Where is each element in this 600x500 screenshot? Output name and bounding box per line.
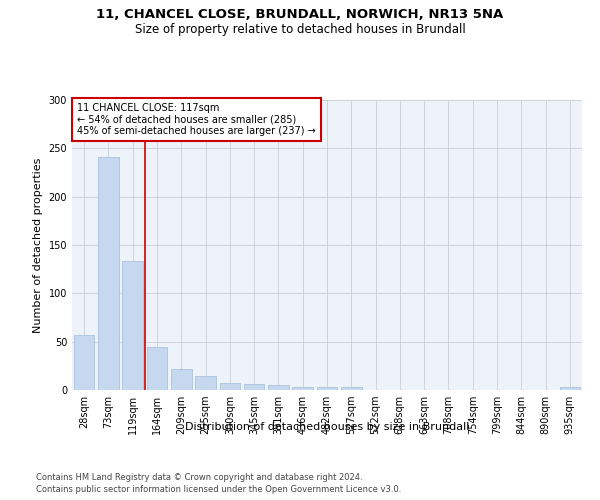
Text: 11 CHANCEL CLOSE: 117sqm
← 54% of detached houses are smaller (285)
45% of semi-: 11 CHANCEL CLOSE: 117sqm ← 54% of detach… <box>77 103 316 136</box>
Text: Contains HM Land Registry data © Crown copyright and database right 2024.: Contains HM Land Registry data © Crown c… <box>36 472 362 482</box>
Bar <box>171 368 191 390</box>
Bar <box>98 157 119 390</box>
Bar <box>317 387 337 390</box>
Bar <box>195 376 216 390</box>
Bar <box>292 387 313 390</box>
Bar <box>341 387 362 390</box>
Bar <box>244 384 265 390</box>
Bar <box>220 383 240 390</box>
Bar <box>122 262 143 390</box>
Bar <box>560 387 580 390</box>
Bar <box>268 385 289 390</box>
Bar <box>146 348 167 390</box>
Text: Contains public sector information licensed under the Open Government Licence v3: Contains public sector information licen… <box>36 485 401 494</box>
Text: Distribution of detached houses by size in Brundall: Distribution of detached houses by size … <box>185 422 469 432</box>
Text: Size of property relative to detached houses in Brundall: Size of property relative to detached ho… <box>134 22 466 36</box>
Text: 11, CHANCEL CLOSE, BRUNDALL, NORWICH, NR13 5NA: 11, CHANCEL CLOSE, BRUNDALL, NORWICH, NR… <box>97 8 503 20</box>
Bar <box>74 335 94 390</box>
Y-axis label: Number of detached properties: Number of detached properties <box>33 158 43 332</box>
